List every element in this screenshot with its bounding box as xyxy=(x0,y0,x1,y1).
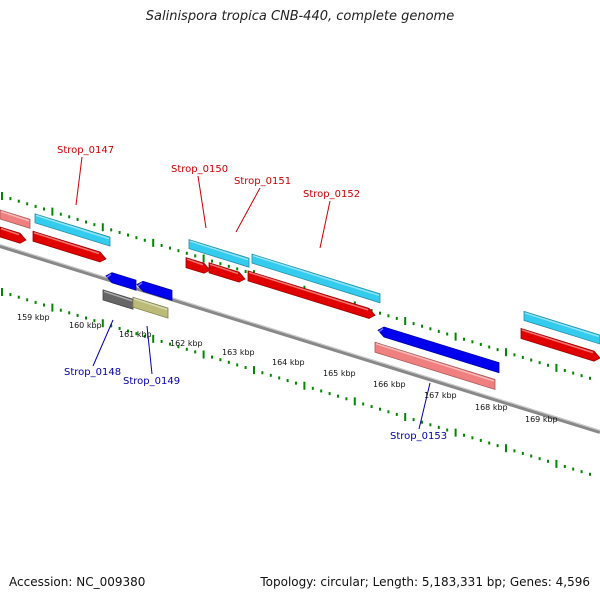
accession-text: Accession: NC_009380 xyxy=(9,575,146,589)
gene-label-strop-0148[interactable]: Strop_0148 xyxy=(64,367,121,378)
feature-strop-0150-cds-sheen xyxy=(186,258,204,266)
feature-strop-0149-cds xyxy=(136,280,173,301)
feature-strop-0149-cds-sheen xyxy=(137,282,143,287)
feature-partial-left-pink-shape xyxy=(0,209,31,229)
tick-label: 168 kbp xyxy=(475,403,508,412)
feature-strop-0147-cds-sheen xyxy=(33,232,100,255)
feature-strop-0148-cds-shape xyxy=(105,272,137,291)
feature-strop-0149-gene-sheen xyxy=(133,298,168,311)
feature-partial-left-red-sheen xyxy=(0,227,20,236)
feature-strop-0149-gene-shape xyxy=(132,296,169,319)
tick-label: 161 kbp xyxy=(119,330,152,339)
tick-label: 160 kbp xyxy=(69,321,102,330)
feature-strop-0150-cds xyxy=(185,257,211,274)
feature-strop-0153-gene-shape xyxy=(374,341,496,390)
feature-strop-0147-gene-shape xyxy=(34,213,111,247)
feature-right-gene xyxy=(523,310,600,345)
feature-strop-0153-cds-sheen xyxy=(378,327,384,333)
feature-partial-left-red xyxy=(0,226,27,244)
tick-label: 167 kbp xyxy=(424,391,457,400)
feature-partial-left-red-shape xyxy=(0,226,27,244)
leader-strop-0147 xyxy=(75,156,83,206)
feature-strop-0153-gene xyxy=(374,341,496,390)
tick-label: 162 kbp xyxy=(170,339,203,348)
feature-strop-0151-cds-sheen xyxy=(209,263,239,275)
leader-strop-0153 xyxy=(418,382,431,430)
leader-strop-0151 xyxy=(235,187,261,233)
feature-strop-0147-cds-shape xyxy=(32,230,107,263)
feature-partial-left-pink xyxy=(0,209,31,229)
gene-label-strop-0151[interactable]: Strop_0151 xyxy=(234,176,291,187)
tick-label: 159 kbp xyxy=(17,313,50,322)
feature-strop-0152-cds-sheen xyxy=(248,271,369,311)
leader-strop-0150 xyxy=(197,175,207,229)
labels: 159 kbp 160 kbp 161 kbp 162 kbp 163 kbp 164 k… xyxy=(17,145,558,442)
feature-right-gene-shape xyxy=(523,310,600,345)
backbone-line xyxy=(0,244,600,434)
gene-label-strop-0152[interactable]: Strop_0152 xyxy=(303,189,360,200)
leader-strop-0149 xyxy=(146,325,153,375)
feature-strop-0148-gene xyxy=(102,289,134,310)
genome-backbone xyxy=(0,244,600,434)
feature-strop-0152-gene-sheen xyxy=(252,254,380,297)
gene-label-strop-0147[interactable]: Strop_0147 xyxy=(57,145,114,156)
feature-strop-0148-gene-sheen xyxy=(103,290,133,302)
tick-label: 164 kbp xyxy=(272,358,305,367)
feature-strop-0151-cds-shape xyxy=(208,262,246,283)
genome-summary: Topology: circular; Length: 5,183,331 bp… xyxy=(260,575,590,589)
feature-strop-0150-gene-shape xyxy=(188,239,250,268)
feature-strop-0148-cds xyxy=(105,272,137,291)
tick-label: 166 kbp xyxy=(373,380,406,389)
feature-strop-0153-cds-shape xyxy=(377,326,500,374)
feature-strop-0153-cds xyxy=(377,326,500,374)
map-title: Salinispora tropica CNB-440, complete ge… xyxy=(145,9,455,24)
backbone-highlight xyxy=(0,244,600,431)
feature-strop-0149-cds-shape xyxy=(136,280,173,301)
feature-strop-0153-gene-sheen xyxy=(375,343,495,382)
tick-marks xyxy=(1,192,591,476)
feature-strop-0148-gene-shape xyxy=(102,289,134,310)
gene-label-strop-0150[interactable]: Strop_0150 xyxy=(171,164,228,175)
label-leaders xyxy=(75,156,431,430)
feature-strop-0148-cds-sheen xyxy=(106,273,112,278)
feature-right-cds-shape xyxy=(520,327,600,362)
feature-partial-left-pink-sheen xyxy=(0,210,30,222)
gene-features xyxy=(0,209,600,390)
feature-strop-0150-gene xyxy=(188,239,250,268)
feature-strop-0149-gene xyxy=(132,296,169,319)
feature-right-cds xyxy=(520,327,600,362)
tick-label: 169 kbp xyxy=(525,415,558,424)
feature-right-cds-sheen xyxy=(521,329,594,354)
feature-strop-0150-cds-shape xyxy=(185,257,211,274)
gene-label-strop-0149[interactable]: Strop_0149 xyxy=(123,376,180,387)
tick-label: 163 kbp xyxy=(222,348,255,357)
leader-strop-0152 xyxy=(319,200,331,249)
feature-strop-0150-gene-sheen xyxy=(189,240,249,261)
feature-strop-0151-cds xyxy=(208,262,246,283)
feature-strop-0152-cds-shape xyxy=(247,270,376,319)
reverse-tick-row xyxy=(1,288,591,476)
feature-strop-0152-gene-shape xyxy=(251,253,381,304)
feature-right-gene-sheen xyxy=(524,312,600,338)
feature-strop-0152-cds xyxy=(247,270,376,319)
feature-strop-0147-gene xyxy=(34,213,111,247)
feature-strop-0147-cds xyxy=(32,230,107,263)
gene-label-strop-0153[interactable]: Strop_0153 xyxy=(390,431,447,442)
feature-strop-0152-gene xyxy=(251,253,381,304)
feature-strop-0147-gene-sheen xyxy=(35,214,110,240)
tick-label: 165 kbp xyxy=(323,369,356,378)
leader-strop-0148 xyxy=(92,319,114,367)
